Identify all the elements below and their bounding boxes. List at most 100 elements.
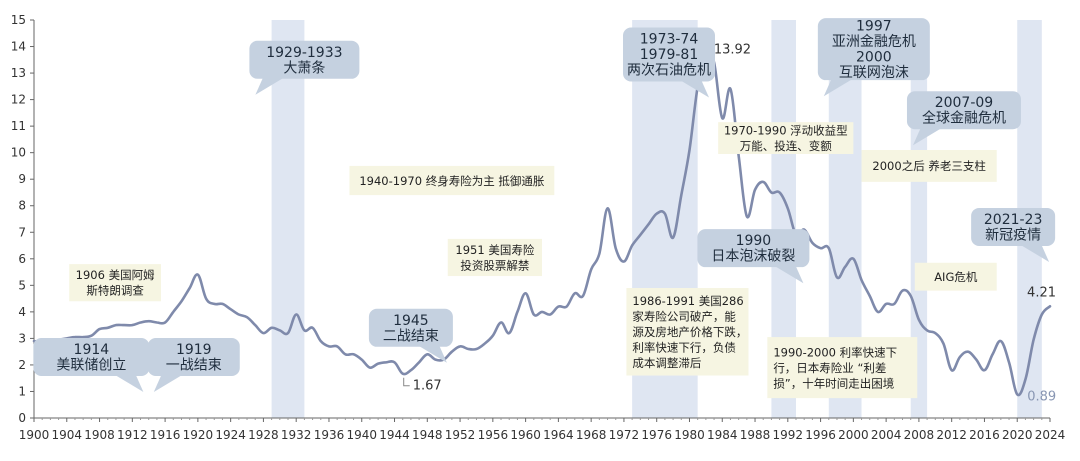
y-tick-label: 2 [18, 358, 26, 372]
note-text: 1986-1991 美国286 [632, 294, 743, 308]
note-box [69, 264, 161, 302]
callout-text: 2007-09 [935, 95, 994, 111]
x-tick-label: 1988 [740, 428, 771, 442]
callout-text: 2021-23 [984, 212, 1043, 228]
note-text: AIG危机 [934, 270, 978, 284]
x-tick-label: 1936 [314, 428, 345, 442]
callout-text: 二战结束 [383, 328, 439, 344]
x-tick-label: 1940 [346, 428, 377, 442]
note-text: 1990-2000 利率快速下 [773, 345, 897, 359]
callout-box [249, 40, 360, 79]
callout-text: 1973-74 [640, 32, 699, 48]
x-tick-label: 2016 [969, 428, 1000, 442]
callout-text: 1914 [74, 342, 110, 358]
callout-text: 1997 [856, 19, 892, 35]
callout-text: 1919 [176, 342, 212, 358]
x-tick-label: 2012 [936, 428, 967, 442]
y-tick-label: 6 [18, 252, 26, 266]
y-tick-label: 3 [18, 331, 26, 345]
y-tick-label: 12 [11, 93, 26, 107]
x-tick-label: 1968 [576, 428, 607, 442]
note-box [626, 287, 749, 376]
x-tick-label: 1952 [445, 428, 476, 442]
x-tick-label: 1984 [707, 428, 738, 442]
callout-text: 2000 [856, 50, 892, 66]
callout-box [697, 229, 810, 268]
callout-box [147, 337, 240, 376]
value-label: 13.92 [714, 43, 751, 58]
y-tick-label: 15 [11, 13, 26, 27]
note-box [914, 262, 997, 291]
x-tick-label: 1912 [117, 428, 148, 442]
callout-tail [1019, 244, 1050, 262]
x-tick-label: 1928 [248, 428, 279, 442]
callout-text: 一战结束 [166, 357, 222, 373]
y-tick-label: 14 [11, 40, 26, 54]
x-tick-label: 1904 [52, 428, 83, 442]
callout-tail [679, 79, 709, 98]
y-tick-label: 13 [11, 66, 26, 80]
series-line [32, 45, 1052, 397]
note-text: 1940-1970 终身寿险为主 抵御通胀 [359, 174, 544, 188]
y-tick-label: 7 [18, 225, 26, 239]
y-tick-label: 5 [18, 278, 26, 292]
y-tick-label: 0 [18, 411, 26, 425]
y-tick-label: 11 [11, 119, 26, 133]
x-tick-label: 1972 [609, 428, 640, 442]
callout-text: 1945 [393, 313, 429, 329]
note-text: 1970-1990 浮动收益型 [724, 124, 848, 138]
note-text: 损”，十年时间走出困境 [773, 376, 894, 390]
note: 2000之后 养老三支柱 [861, 150, 997, 182]
callout-text: 互联网泡沫 [839, 65, 909, 81]
callout-tail [823, 78, 854, 97]
x-tick-label: 1996 [805, 428, 836, 442]
callout-box [623, 27, 715, 82]
x-tick-label: 2000 [838, 428, 869, 442]
callout-tail [913, 127, 943, 146]
callout-tail [255, 76, 286, 95]
callout-tail [773, 265, 804, 284]
callout-box [33, 337, 150, 376]
callout-text: 日本泡沫破裂 [711, 249, 795, 265]
callout-text: 新冠疫情 [985, 227, 1041, 243]
x-tick-label: 1956 [478, 428, 509, 442]
value-label: 4.21 [1027, 285, 1056, 300]
x-tick-label: 1924 [215, 428, 246, 442]
value-labels: 13.92 1.67 4.21 0.89 [403, 43, 1056, 404]
callout-text: 1929-1933 [266, 45, 342, 61]
note-text: 利率快速下行，负债 [632, 341, 736, 355]
note-box [861, 150, 997, 182]
y-tick-label: 10 [11, 146, 26, 160]
y-tick-label: 9 [18, 172, 26, 186]
callout-tail [416, 344, 447, 363]
x-tick-label: 2004 [871, 428, 902, 442]
y-tick-label: 8 [18, 199, 26, 213]
note-box [447, 238, 542, 277]
note-text: 源及房地产价格下跌， [632, 325, 747, 339]
callout-text: 亚洲金融危机 [832, 34, 916, 50]
value-label-leader [403, 377, 410, 387]
x-tick-label: 2020 [1002, 428, 1033, 442]
note: 1990-2000 利率快速下行，日本寿险业 “利差损”，十年时间走出困境 [767, 337, 918, 399]
note-text: 成本调整滞后 [632, 356, 701, 370]
note-box [349, 165, 555, 196]
x-tick-label: 1960 [510, 428, 541, 442]
callout-tail [113, 374, 144, 392]
note: 1940-1970 终身寿险为主 抵御通胀 [349, 165, 555, 196]
callout-text: 1979-81 [640, 47, 699, 63]
callout-box [817, 18, 930, 81]
x-tick-label: 2008 [904, 428, 935, 442]
x-tick-label: 1908 [84, 428, 115, 442]
